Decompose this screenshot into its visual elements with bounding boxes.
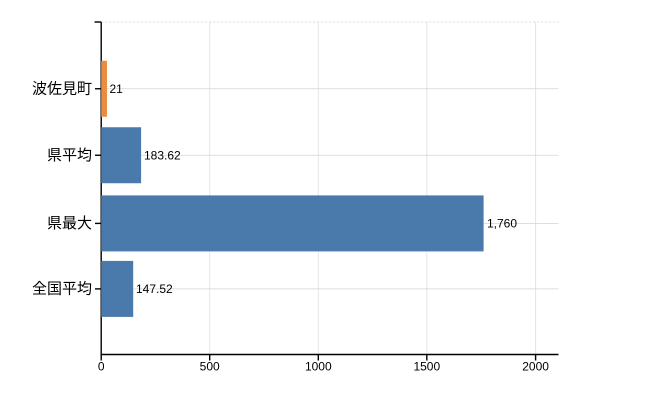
svg-text:500: 500 <box>200 360 220 374</box>
svg-text:147.52: 147.52 <box>136 282 173 296</box>
svg-text:全国平均: 全国平均 <box>32 281 92 298</box>
svg-text:21: 21 <box>110 82 124 96</box>
svg-text:0: 0 <box>98 360 105 374</box>
svg-text:県平均: 県平均 <box>47 147 92 164</box>
svg-text:183.62: 183.62 <box>144 148 181 162</box>
svg-text:県最大: 県最大 <box>47 215 92 232</box>
svg-text:1500: 1500 <box>413 360 440 374</box>
svg-text:1000: 1000 <box>305 360 332 374</box>
svg-text:2000: 2000 <box>522 360 549 374</box>
svg-text:1,760: 1,760 <box>487 217 517 231</box>
svg-text:波佐見町: 波佐見町 <box>32 81 92 98</box>
